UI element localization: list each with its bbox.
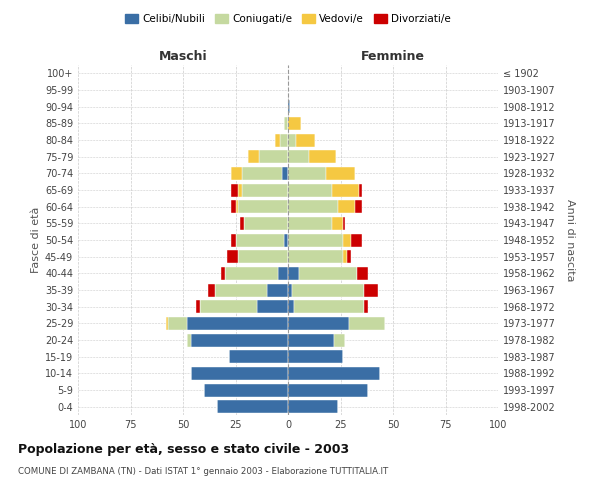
Bar	[238, 250, 288, 263]
Bar	[355, 200, 362, 213]
Bar	[225, 267, 277, 280]
Bar	[191, 367, 288, 380]
Bar	[338, 200, 355, 213]
Bar	[288, 217, 332, 230]
Text: COMUNE DI ZAMBANA (TN) - Dati ISTAT 1° gennaio 2003 - Elaborazione TUTTITALIA.IT: COMUNE DI ZAMBANA (TN) - Dati ISTAT 1° g…	[18, 468, 388, 476]
Bar	[217, 400, 288, 413]
Bar	[267, 284, 288, 296]
Bar	[257, 300, 288, 313]
Bar	[332, 217, 343, 230]
Bar	[248, 150, 259, 163]
Bar	[238, 184, 242, 196]
Bar	[187, 334, 191, 346]
Bar	[242, 184, 288, 196]
Bar	[288, 117, 301, 130]
Bar	[351, 234, 361, 246]
Bar	[288, 234, 343, 246]
Bar	[343, 250, 347, 263]
Text: Femmine: Femmine	[361, 50, 425, 62]
Bar	[259, 150, 288, 163]
Bar	[299, 267, 358, 280]
Text: Maschi: Maschi	[158, 50, 208, 62]
Bar	[288, 150, 309, 163]
Bar	[364, 300, 368, 313]
Bar	[288, 284, 292, 296]
Bar	[349, 317, 385, 330]
Bar	[240, 217, 244, 230]
Bar	[168, 317, 187, 330]
Bar	[332, 184, 359, 196]
Bar	[244, 217, 288, 230]
Bar	[242, 167, 282, 180]
Bar	[288, 267, 299, 280]
Bar	[288, 200, 338, 213]
Text: Popolazione per età, sesso e stato civile - 2003: Popolazione per età, sesso e stato civil…	[18, 442, 349, 456]
Bar	[232, 167, 242, 180]
Bar	[359, 184, 362, 196]
Bar	[288, 317, 349, 330]
Bar	[187, 317, 288, 330]
Bar	[215, 284, 267, 296]
Bar	[235, 234, 284, 246]
Bar	[238, 200, 288, 213]
Bar	[166, 317, 168, 330]
Bar	[364, 284, 379, 296]
Bar	[232, 234, 235, 246]
Bar	[288, 134, 296, 146]
Bar	[229, 350, 288, 363]
Bar	[288, 334, 334, 346]
Bar	[208, 284, 215, 296]
Bar	[191, 334, 288, 346]
Bar	[288, 400, 338, 413]
Bar	[275, 134, 280, 146]
Bar	[309, 150, 337, 163]
Bar	[343, 234, 351, 246]
Bar	[227, 250, 238, 263]
Bar	[288, 184, 332, 196]
Bar	[284, 117, 288, 130]
Bar	[326, 167, 355, 180]
Bar	[343, 217, 345, 230]
Bar	[277, 267, 288, 280]
Bar	[196, 300, 200, 313]
Bar	[288, 300, 295, 313]
Bar	[296, 134, 316, 146]
Legend: Celibi/Nubili, Coniugati/e, Vedovi/e, Divorziati/e: Celibi/Nubili, Coniugati/e, Vedovi/e, Di…	[121, 10, 455, 29]
Bar	[288, 250, 343, 263]
Bar	[221, 267, 225, 280]
Bar	[280, 134, 288, 146]
Bar	[284, 234, 288, 246]
Bar	[288, 367, 380, 380]
Bar	[295, 300, 364, 313]
Bar	[334, 334, 344, 346]
Bar	[288, 167, 326, 180]
Bar	[288, 100, 290, 113]
Y-axis label: Anni di nascita: Anni di nascita	[565, 198, 575, 281]
Bar	[292, 284, 364, 296]
Bar	[288, 384, 368, 396]
Bar	[200, 300, 257, 313]
Y-axis label: Fasce di età: Fasce di età	[31, 207, 41, 273]
Bar	[358, 267, 368, 280]
Bar	[282, 167, 288, 180]
Bar	[347, 250, 351, 263]
Bar	[204, 384, 288, 396]
Bar	[232, 184, 238, 196]
Bar	[232, 200, 235, 213]
Bar	[288, 350, 343, 363]
Bar	[235, 200, 238, 213]
